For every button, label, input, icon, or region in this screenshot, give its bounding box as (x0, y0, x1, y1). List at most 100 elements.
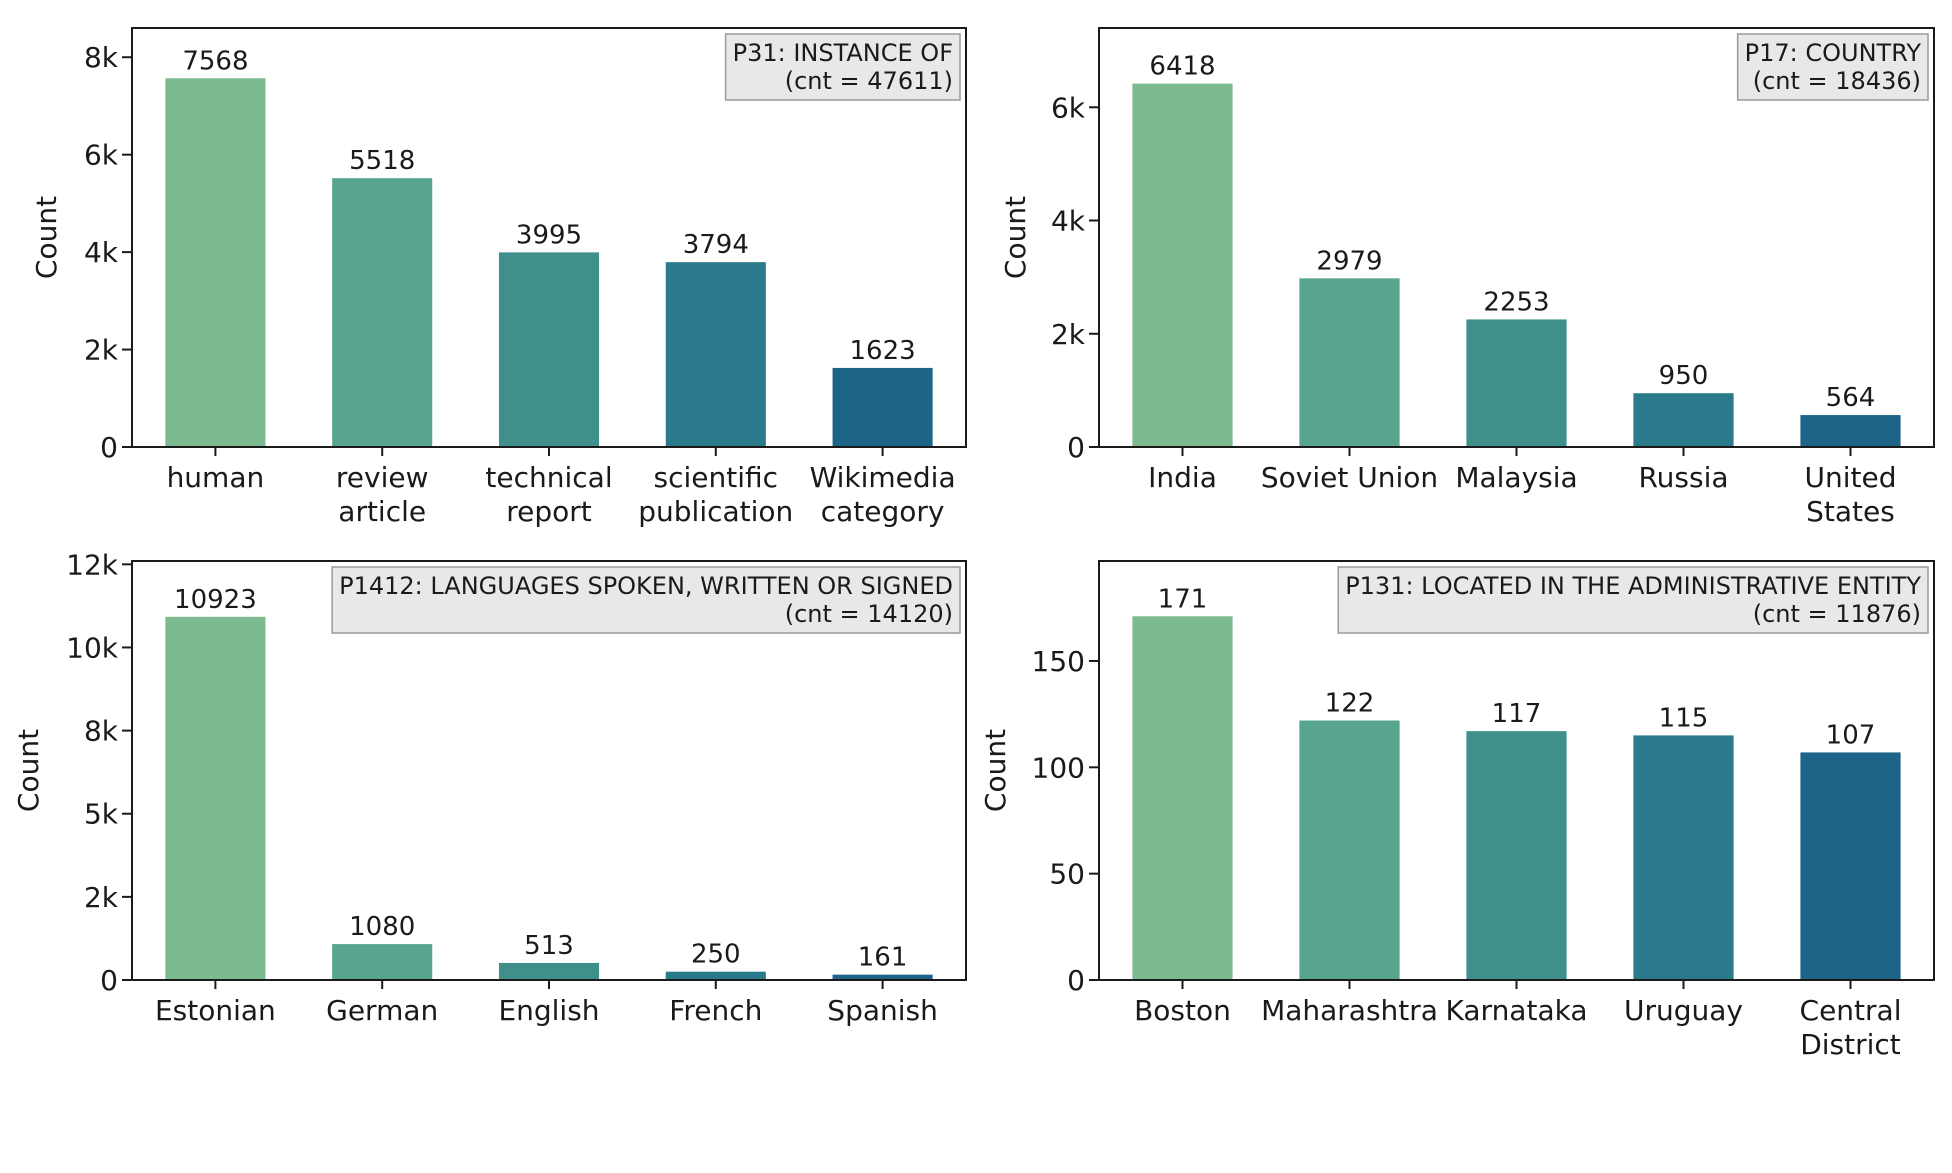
bar-value-label: 10923 (174, 585, 257, 615)
bar-value-label: 115 (1659, 703, 1709, 733)
bar-value-label: 3794 (683, 230, 749, 260)
bar-2 (1299, 720, 1400, 980)
chart-panel-2: 6418 India 2979 Soviet Union 2253 Malaysia 950… (999, 27, 1935, 528)
bar-5 (832, 974, 933, 980)
badge-title: P131: LOCATED IN THE ADMINISTRATIVE ENTI… (1345, 572, 1921, 600)
bar-value-label: 107 (1826, 720, 1876, 750)
bar-value-label: 1623 (850, 336, 916, 366)
x-tick-label: District (1800, 1028, 1901, 1061)
x-tick-label: Boston (1134, 994, 1231, 1027)
x-tick-label: Spanish (827, 994, 938, 1027)
badge-title: P17: COUNTRY (1745, 39, 1922, 67)
x-tick-label: publication (638, 495, 793, 528)
bar-3 (498, 962, 600, 980)
x-tick-label: category (821, 495, 945, 528)
chart-panel-3: 10923 Estonian 1080 German 513 English 250 Fren… (12, 548, 967, 1027)
chart-panel-4: 171 Boston 122 Maharashtra 117 Karnataka 115 Ur… (979, 560, 1935, 1061)
badge-count: (cnt = 14120) (785, 600, 953, 628)
x-tick-label: Malaysia (1455, 461, 1577, 494)
x-tick-label: Estonian (155, 994, 276, 1027)
badge-title: P1412: LANGUAGES SPOKEN, WRITTEN OR SIGN… (339, 572, 953, 600)
x-tick-label: Central (1800, 994, 1902, 1027)
x-tick-label: States (1806, 495, 1895, 528)
y-axis-label: Count (30, 196, 63, 279)
x-tick-label: Russia (1638, 461, 1728, 494)
x-tick-label: Karnataka (1446, 994, 1588, 1027)
x-tick-label: India (1148, 461, 1217, 494)
bar-value-label: 117 (1492, 699, 1542, 729)
bar-value-label: 564 (1826, 383, 1876, 413)
plot-frame (1098, 560, 1935, 981)
panel-badge: P31: INSTANCE OF(cnt = 47611) (724, 33, 961, 101)
y-tick-label: 0 (1067, 431, 1085, 464)
x-tick-label: article (338, 495, 426, 528)
x-tick-label: scientific (654, 461, 779, 494)
bar-value-label: 7568 (182, 46, 248, 76)
badge-count: (cnt = 11876) (1753, 600, 1921, 628)
bar-3 (1466, 731, 1567, 980)
y-tick-label: 100 (1032, 751, 1085, 784)
x-tick-label: French (669, 994, 762, 1027)
bar-4 (665, 971, 766, 980)
x-tick-label: United (1805, 461, 1897, 494)
bar-value-label: 5518 (349, 146, 415, 176)
x-tick-label: Wikimedia (810, 461, 956, 494)
badge-box (331, 566, 961, 634)
bar-value-label: 950 (1659, 361, 1709, 391)
badge-count: (cnt = 18436) (1753, 67, 1921, 95)
plot-frame (1098, 27, 1935, 448)
y-tick-label: 4k (1051, 205, 1086, 238)
bar-3 (1466, 319, 1567, 447)
y-tick-label: 50 (1049, 858, 1085, 891)
bar-3 (498, 252, 600, 447)
bar-value-label: 6418 (1149, 52, 1215, 82)
bar-2 (1299, 278, 1400, 447)
badge-box (1337, 566, 1929, 634)
bar-5 (1800, 752, 1901, 980)
panel-badge: P1412: LANGUAGES SPOKEN, WRITTEN OR SIGN… (331, 566, 961, 634)
x-tick-label: Maharashtra (1261, 994, 1438, 1027)
y-tick-label: 0 (1067, 964, 1085, 997)
badge-box (724, 33, 961, 101)
bar-2 (332, 178, 433, 448)
y-axis-label: Count (999, 196, 1032, 279)
x-tick-label: review (336, 461, 429, 494)
bar-4 (1633, 393, 1734, 447)
bar-value-label: 1080 (349, 912, 415, 942)
y-tick-label: 150 (1032, 645, 1085, 678)
y-tick-label: 0 (100, 964, 118, 997)
y-tick-label: 2k (84, 881, 119, 914)
y-tick-label: 8k (84, 715, 119, 748)
x-tick-label: human (167, 461, 265, 494)
bar-value-label: 513 (524, 931, 574, 961)
y-axis-label: Count (12, 729, 45, 812)
bar-value-label: 2979 (1316, 246, 1382, 276)
badge-count: (cnt = 47611) (785, 67, 953, 95)
bar-5 (832, 367, 933, 447)
y-tick-label: 4k (84, 236, 119, 269)
panel-badge: P17: COUNTRY(cnt = 18436) (1736, 33, 1929, 101)
x-tick-label: report (506, 495, 592, 528)
panel-badge: P131: LOCATED IN THE ADMINISTRATIVE ENTI… (1337, 566, 1929, 634)
x-tick-label: Uruguay (1624, 994, 1743, 1027)
x-tick-label: English (498, 994, 599, 1027)
bar-value-label: 250 (691, 940, 741, 970)
bar-value-label: 122 (1325, 689, 1375, 719)
badge-title: P31: INSTANCE OF (733, 39, 953, 67)
y-tick-label: 10k (66, 631, 119, 664)
bar-5 (1800, 415, 1901, 447)
x-tick-label: technical (485, 461, 612, 494)
badge-box (1736, 33, 1929, 101)
bar-2 (332, 944, 433, 980)
plot-frame (131, 560, 967, 981)
bar-value-label: 2253 (1483, 287, 1549, 317)
plot-frame (131, 27, 967, 448)
x-tick-label: Soviet Union (1261, 461, 1438, 494)
bar-1 (1132, 83, 1233, 448)
bar-1 (1132, 616, 1233, 980)
bar-4 (1633, 735, 1734, 980)
y-tick-label: 12k (66, 548, 119, 581)
